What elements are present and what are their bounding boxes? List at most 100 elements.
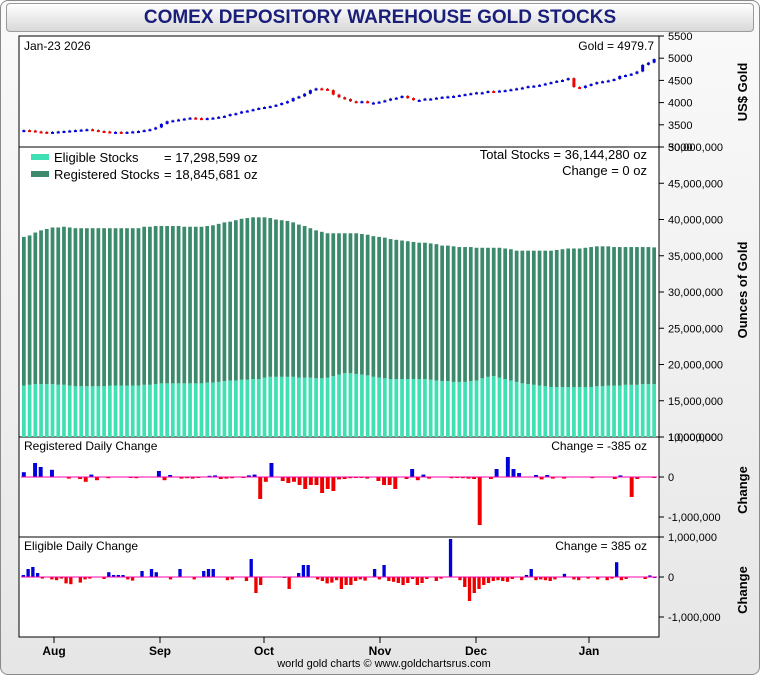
eligible-bar — [629, 384, 634, 437]
eligible-change-panel — [18, 536, 660, 638]
registered-bar — [325, 233, 330, 378]
registered-bar — [193, 226, 198, 384]
registered-bar — [606, 246, 611, 386]
eligible-change-bar — [491, 577, 495, 581]
eligible-change-bar — [154, 572, 158, 577]
gold-candle — [635, 71, 639, 74]
registered-change-bar — [230, 477, 235, 479]
gold-candle — [303, 93, 307, 97]
eligible-bar — [234, 380, 238, 437]
registered-bar — [640, 247, 645, 385]
eligible-change-bar — [149, 569, 154, 577]
gold-candle — [589, 83, 593, 86]
registered-change-bar — [258, 477, 263, 499]
gold-candle — [337, 94, 341, 98]
gold-y-tick-label: 4500 — [668, 75, 692, 87]
gold-candle — [285, 101, 289, 104]
eligible-change-bar — [605, 577, 609, 581]
eligible-bar — [537, 385, 542, 437]
gold-candle — [646, 62, 650, 65]
eligible-change-bar — [78, 577, 82, 583]
eligible-change-bar — [287, 577, 291, 589]
gold-candle — [503, 90, 507, 93]
registered-bar — [188, 226, 192, 384]
gold-candle — [263, 107, 267, 110]
gold-y-tick-label: 3000 — [668, 142, 692, 154]
registered-bar — [113, 228, 118, 386]
registered-bar — [388, 239, 393, 379]
eligible-change-bar — [35, 573, 40, 577]
eligible-bar — [635, 384, 639, 437]
eligible-bar — [199, 383, 204, 437]
eligible-change-bar — [477, 577, 481, 589]
eligible-bar — [216, 381, 221, 437]
eligible-bar — [245, 379, 250, 437]
registered-bar — [268, 218, 273, 377]
registered-bar — [400, 240, 404, 379]
registered-bar — [56, 227, 61, 385]
gold-candle — [583, 85, 587, 88]
gold-candle — [520, 87, 524, 90]
registered-bar — [554, 249, 559, 387]
eligible-change-bar — [320, 577, 325, 581]
gold-candle — [51, 131, 55, 134]
registered-bar — [228, 221, 232, 381]
eligible-bar — [577, 386, 582, 437]
eligible-bar — [50, 384, 55, 437]
eligible-bar — [251, 379, 255, 437]
gold-candle — [56, 131, 60, 134]
eligible-change-bar — [121, 575, 125, 577]
gold-candle — [205, 118, 209, 121]
registered-bar — [594, 246, 599, 387]
registered-change-bar — [387, 477, 392, 485]
gold-y-label: US$ Gold — [735, 63, 750, 122]
gold-candle — [251, 109, 255, 112]
registered-bar — [377, 236, 381, 378]
gold-candle — [211, 117, 215, 120]
eligible-bar — [451, 381, 456, 437]
month-label: Dec — [465, 644, 487, 658]
registered-change-bar — [590, 477, 595, 479]
gold-candle — [96, 130, 100, 133]
gold-candle — [555, 80, 559, 83]
gold-candle — [354, 101, 358, 104]
gold-candle — [623, 75, 627, 78]
registered-change-bar — [213, 475, 218, 477]
eligible-change-bar — [463, 577, 467, 587]
registered-change-bar — [185, 477, 190, 479]
eligible-change-bar — [434, 577, 438, 581]
registered-change-bar — [427, 477, 432, 479]
registered-bar — [102, 228, 106, 387]
gold-candle — [417, 99, 421, 102]
gold-candle — [394, 97, 398, 100]
eligible-change-bar — [529, 569, 533, 577]
registered-change-bar — [562, 477, 567, 479]
month-label: Oct — [254, 644, 274, 658]
registered-change-bar — [612, 477, 617, 479]
registered-change-series — [21, 457, 657, 525]
gold-candle — [108, 131, 112, 134]
registered-bar — [73, 228, 78, 387]
registered-bar — [297, 224, 301, 378]
registered-bar — [440, 245, 444, 382]
eligible-change-bar — [254, 577, 258, 593]
registered-change-bar — [477, 477, 482, 525]
eligible-bar — [526, 384, 530, 437]
eligible-bar — [566, 386, 571, 437]
gold-candle — [125, 131, 129, 134]
registered-bar — [256, 217, 261, 379]
eligible-change-bar — [420, 577, 424, 583]
registered-bar — [22, 236, 26, 386]
eligible-bar — [446, 381, 450, 437]
gold-candle — [79, 129, 83, 132]
eligible-change-bar — [230, 577, 234, 580]
registered-bar — [474, 247, 479, 381]
eligible-bar — [423, 379, 427, 437]
registered-bar — [468, 247, 473, 382]
eligible-bar — [474, 380, 479, 437]
gold-candle — [291, 98, 295, 102]
registered-change-bar — [460, 477, 465, 479]
gold-candle — [182, 118, 186, 121]
registered-change-bar — [33, 463, 38, 477]
